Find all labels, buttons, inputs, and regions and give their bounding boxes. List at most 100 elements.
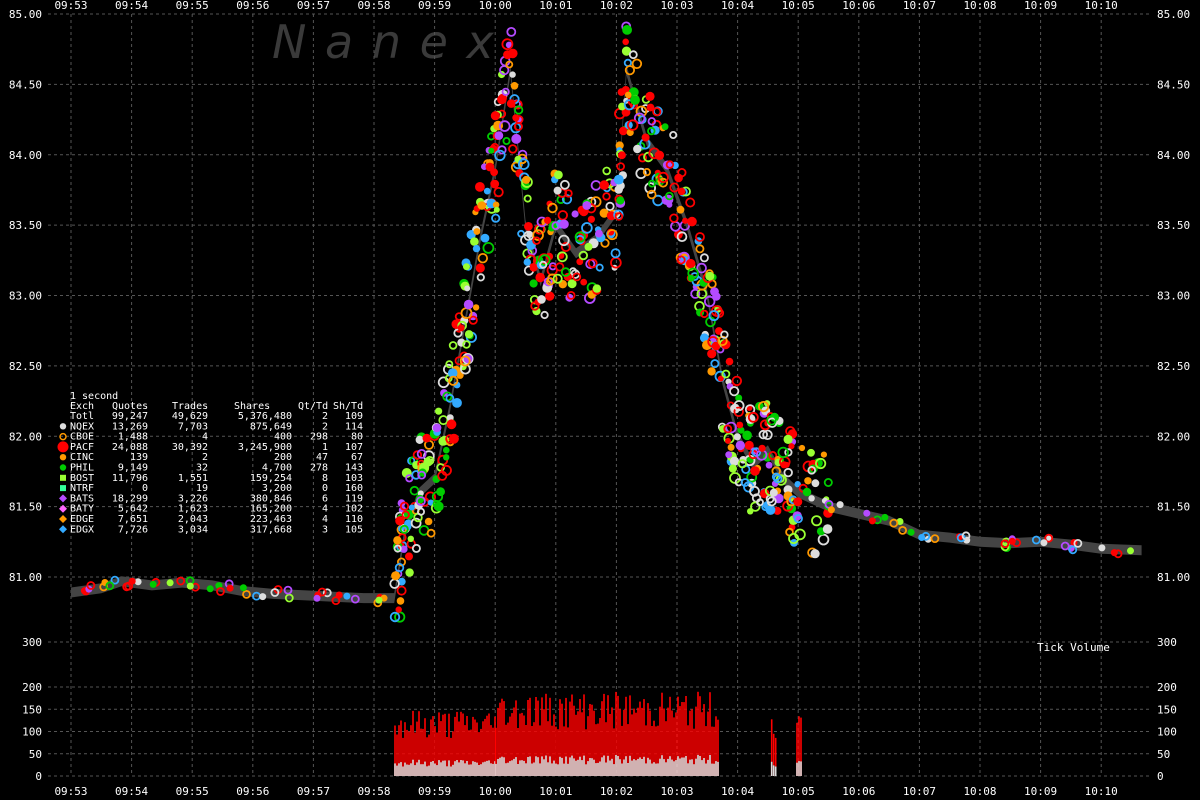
- quote-ring: [556, 251, 568, 263]
- quote-ring: [685, 197, 696, 208]
- volume-bar-base: [406, 764, 408, 776]
- quote-dot: [696, 308, 705, 317]
- volume-bar-base: [589, 758, 591, 776]
- volume-bar: [705, 726, 707, 776]
- quote-dot: [480, 233, 490, 243]
- volume-tick-label-left: 0: [35, 770, 42, 783]
- volume-bar: [798, 716, 800, 776]
- quote-dot: [463, 299, 474, 310]
- y-tick-label-left: 83.00: [9, 290, 42, 303]
- quote-ring: [547, 202, 558, 214]
- volume-bar-base: [505, 763, 507, 776]
- quote-dot: [750, 466, 760, 476]
- volume-bar-base: [394, 763, 396, 776]
- legend-marker: [59, 515, 67, 523]
- legend-cell: 3,226: [178, 493, 208, 504]
- volume-bar-base: [587, 761, 589, 776]
- quote-dot: [475, 263, 485, 273]
- quote-dot: [641, 133, 650, 142]
- quote-dot: [707, 367, 716, 376]
- quote-dot: [524, 222, 533, 231]
- quote-ring: [783, 467, 793, 478]
- quote-ring: [566, 290, 576, 300]
- quote-dot: [567, 279, 577, 289]
- volume-bar: [595, 724, 597, 776]
- volume-bar: [707, 711, 709, 776]
- quote-ring: [723, 424, 733, 434]
- volume-bar: [653, 720, 655, 776]
- quote-dot: [676, 205, 685, 214]
- volume-bar-base: [705, 763, 707, 776]
- volume-bar: [426, 737, 428, 776]
- volume-bar: [503, 701, 505, 776]
- volume-bar: [561, 703, 563, 776]
- quote-ring: [426, 528, 436, 538]
- legend-cell: 0: [142, 483, 148, 494]
- legend-header: Shares: [234, 401, 270, 412]
- volume-bar: [436, 732, 438, 776]
- legend-marker: [59, 525, 67, 534]
- volume-bar: [488, 713, 490, 776]
- volume-bar: [585, 729, 587, 776]
- quote-ring: [508, 144, 518, 154]
- quote-dot: [453, 381, 461, 389]
- legend-cell: 102: [345, 504, 363, 515]
- legend-cell: 165,200: [250, 504, 292, 515]
- legend-marker: [59, 423, 67, 430]
- quote-ring: [468, 315, 478, 325]
- legend-cell: 139: [130, 452, 148, 463]
- quote-ring: [560, 241, 571, 252]
- volume-bar-base: [772, 765, 775, 776]
- legend-header: Sh/Td: [333, 401, 363, 412]
- quote-ring: [930, 534, 940, 543]
- volume-bar-base: [665, 762, 667, 776]
- volume-tick-label-right: 300: [1157, 636, 1177, 649]
- quote-dot: [710, 287, 719, 296]
- volume-bar: [593, 710, 595, 776]
- volume-bar: [800, 717, 802, 776]
- volume-bar: [456, 711, 458, 776]
- volume-bar: [657, 725, 659, 776]
- quote-ring: [733, 406, 744, 418]
- x-tick-label-bottom: 10:05: [782, 785, 815, 798]
- volume-bar: [607, 695, 609, 776]
- quote-ring: [823, 477, 833, 487]
- volume-bar: [533, 722, 535, 776]
- quote-dot: [473, 228, 481, 235]
- volume-bar-base: [651, 763, 653, 776]
- volume-bar: [428, 734, 430, 776]
- quote-ring: [401, 510, 410, 519]
- quote-ring: [497, 145, 507, 155]
- quote-dot: [490, 111, 500, 121]
- volume-bar-base: [515, 757, 517, 776]
- legend-cell: 6: [322, 493, 328, 504]
- x-tick-label-top: 10:09: [1024, 0, 1057, 12]
- volume-bar-base: [615, 755, 617, 776]
- volume-bar-base: [647, 757, 649, 776]
- quote-dot: [599, 180, 609, 190]
- x-tick-label-bottom: 09:59: [418, 785, 451, 798]
- quote-ring: [669, 182, 680, 193]
- legend-title: 1 second: [70, 391, 118, 402]
- legend-cell: 47: [316, 452, 328, 463]
- volume-bar: [699, 696, 701, 776]
- volume-bar-base: [687, 763, 689, 776]
- quote-dot: [736, 421, 744, 429]
- volume-bar: [633, 708, 635, 776]
- quote-dot: [918, 534, 926, 541]
- quote-dot: [633, 144, 642, 154]
- volume-bar: [501, 698, 503, 776]
- volume-bar-base: [681, 757, 683, 776]
- legend-cell: 2,043: [178, 514, 208, 525]
- quote-dot: [492, 201, 500, 209]
- quote-dot: [807, 448, 815, 457]
- quote-dot: [599, 208, 609, 218]
- volume-bar-base: [476, 762, 478, 776]
- quote-dot: [645, 91, 655, 101]
- volume-bar: [667, 707, 669, 776]
- legend-cell: 32: [196, 463, 208, 474]
- quote-ring: [462, 353, 474, 365]
- quote-ring: [624, 65, 636, 76]
- quote-ring: [889, 518, 899, 528]
